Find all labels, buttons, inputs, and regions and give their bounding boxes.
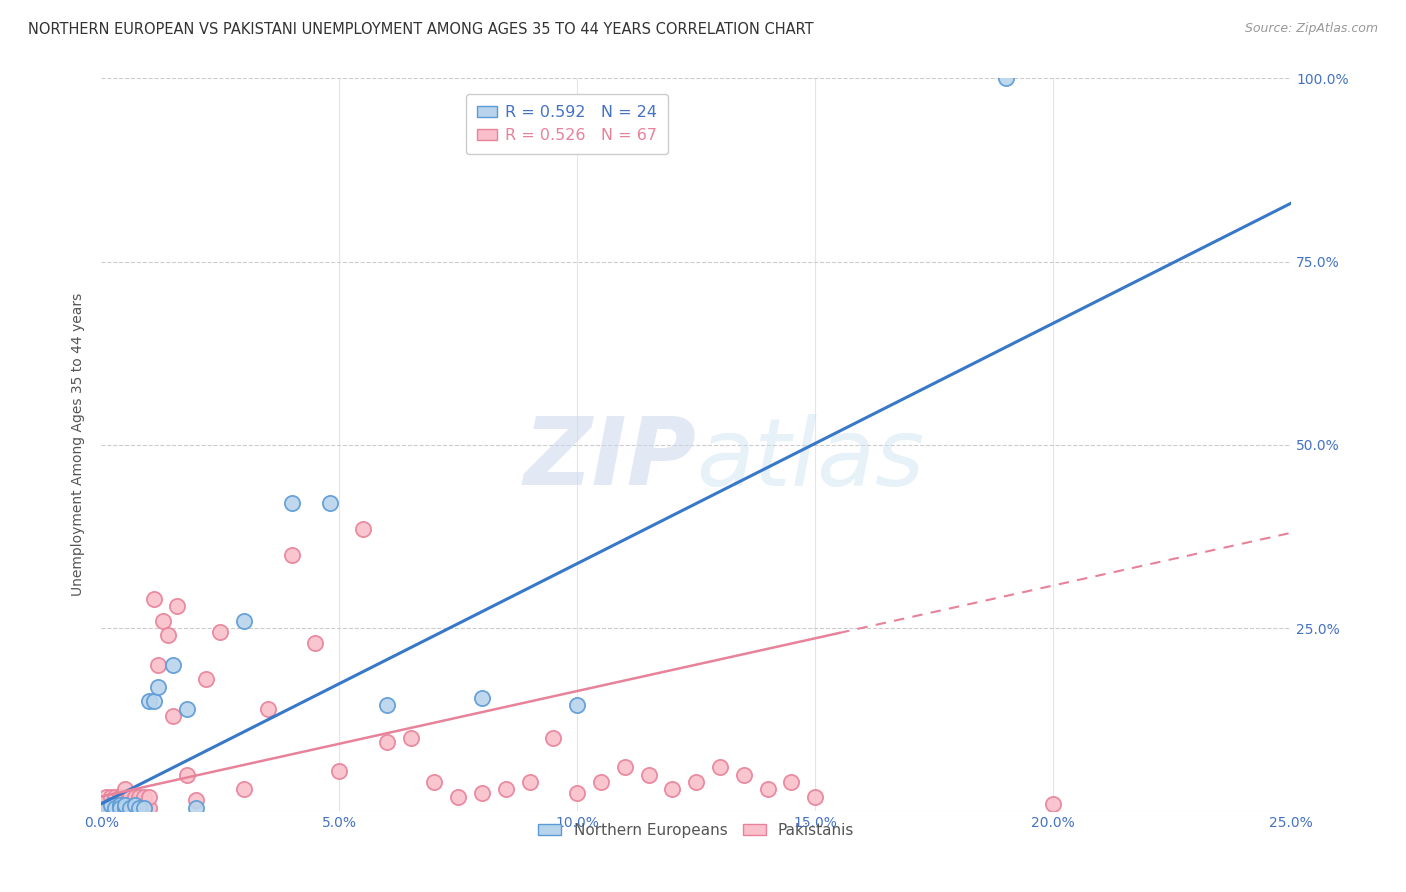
Point <box>685 775 707 789</box>
Point <box>100 789 122 804</box>
Point <box>256 701 278 715</box>
Point <box>104 800 127 814</box>
Point <box>186 793 208 807</box>
Legend: Northern Europeans, Pakistanis: Northern Europeans, Pakistanis <box>533 816 860 844</box>
Point <box>124 789 146 804</box>
Point <box>780 775 803 789</box>
Point <box>567 698 589 712</box>
Text: NORTHERN EUROPEAN VS PAKISTANI UNEMPLOYMENT AMONG AGES 35 TO 44 YEARS CORRELATIO: NORTHERN EUROPEAN VS PAKISTANI UNEMPLOYM… <box>28 22 814 37</box>
Point <box>304 635 326 649</box>
Point <box>543 731 565 745</box>
Point <box>128 789 150 804</box>
Point <box>142 591 165 606</box>
Point <box>138 694 160 708</box>
Point <box>118 800 141 814</box>
Point <box>162 657 184 672</box>
Point <box>233 782 256 797</box>
Point <box>110 797 132 811</box>
Point <box>132 800 155 814</box>
Point <box>94 800 117 814</box>
Point <box>132 800 155 814</box>
Point <box>94 797 117 811</box>
Point <box>118 789 141 804</box>
Point <box>519 775 541 789</box>
Point <box>128 800 150 814</box>
Text: Source: ZipAtlas.com: Source: ZipAtlas.com <box>1244 22 1378 36</box>
Point <box>110 798 132 813</box>
Point <box>194 673 217 687</box>
Point <box>94 789 117 804</box>
Point <box>423 775 446 789</box>
Point <box>110 789 132 804</box>
Text: ZIP: ZIP <box>523 414 696 506</box>
Point <box>110 800 132 814</box>
Point <box>637 767 659 781</box>
Point <box>114 797 136 811</box>
Point <box>100 800 122 814</box>
Point <box>118 797 141 811</box>
Point <box>756 782 779 797</box>
Point <box>176 701 198 715</box>
Point <box>152 614 174 628</box>
Point <box>148 680 170 694</box>
Point <box>138 789 160 804</box>
Point <box>166 599 188 613</box>
Point <box>319 496 342 510</box>
Point <box>352 522 374 536</box>
Point <box>613 760 636 774</box>
Point <box>148 657 170 672</box>
Point <box>661 782 683 797</box>
Point <box>567 786 589 800</box>
Point <box>176 767 198 781</box>
Point <box>104 793 127 807</box>
Point <box>186 800 208 814</box>
Point <box>104 797 127 811</box>
Point <box>375 698 398 712</box>
Point <box>138 800 160 814</box>
Point <box>110 800 132 814</box>
Point <box>280 496 302 510</box>
Point <box>94 800 117 814</box>
Point <box>471 786 494 800</box>
Point <box>375 734 398 748</box>
Point <box>114 800 136 814</box>
Point <box>709 760 731 774</box>
Y-axis label: Unemployment Among Ages 35 to 44 years: Unemployment Among Ages 35 to 44 years <box>72 293 86 597</box>
Point <box>471 690 494 705</box>
Point <box>495 782 517 797</box>
Point <box>104 789 127 804</box>
Point <box>162 709 184 723</box>
Point <box>124 797 146 811</box>
Point <box>100 798 122 813</box>
Point <box>114 798 136 813</box>
Point <box>328 764 350 778</box>
Point <box>128 800 150 814</box>
Point <box>104 800 127 814</box>
Point <box>733 767 755 781</box>
Point <box>156 628 179 642</box>
Point <box>804 789 827 804</box>
Point <box>589 775 612 789</box>
Point <box>128 797 150 811</box>
Point <box>100 797 122 811</box>
Point <box>114 800 136 814</box>
Point <box>114 793 136 807</box>
Point <box>132 789 155 804</box>
Point <box>280 548 302 562</box>
Point <box>114 789 136 804</box>
Text: atlas: atlas <box>696 414 925 505</box>
Point <box>447 789 470 804</box>
Point <box>124 800 146 814</box>
Point <box>142 694 165 708</box>
Point <box>124 798 146 813</box>
Point <box>114 782 136 797</box>
Point <box>994 71 1017 86</box>
Point <box>209 624 232 639</box>
Point <box>233 614 256 628</box>
Point <box>1042 797 1064 811</box>
Point <box>399 731 422 745</box>
Point <box>118 800 141 814</box>
